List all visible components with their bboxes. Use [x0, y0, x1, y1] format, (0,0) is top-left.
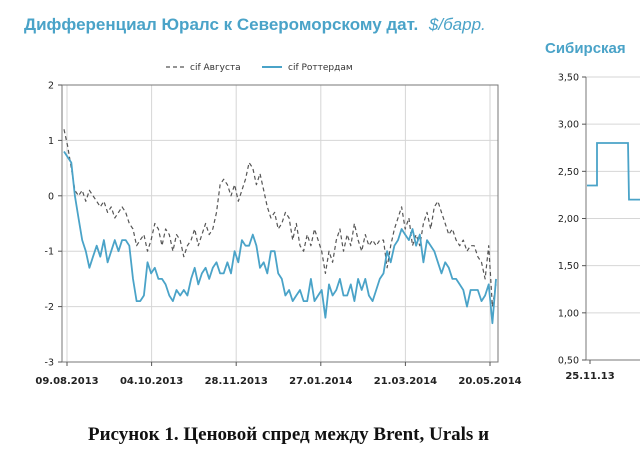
chart2-series-lines: [587, 142, 640, 201]
chart2-y-tick-labels: 3,50 3,00 2,50 2,00 1,50 1,00 0,50: [558, 73, 586, 367]
chart1-gridlines: [62, 84, 498, 363]
chart2-title: Сибирская: [545, 40, 626, 57]
chart2-y-tick-label: 3,50: [558, 73, 579, 84]
chart1-x-tick-label: 27.01.2014: [289, 376, 352, 387]
chart1-title-group: Дифференциал Юралс к Североморскому дат.…: [24, 15, 486, 34]
chart2-y-tick-label: 2,00: [558, 214, 579, 225]
chart1-x-tick-label: 04.10.2013: [120, 376, 183, 387]
legend-label-rotterdam: cif Роттердам: [288, 63, 353, 73]
chart1-x-tick-label: 09.08.2013: [35, 376, 98, 387]
chart2-y-tick-label: 1,00: [558, 308, 579, 319]
chart2-y-tick-label: 1,50: [558, 261, 579, 272]
chart1-title-unit: $/барр.: [428, 15, 486, 34]
chart1-y-tick-label: 2: [48, 81, 54, 92]
chart1-y-tick-label: 1: [48, 136, 54, 147]
legend-label-august: cif Августа: [190, 63, 241, 73]
series-line-cif-august: [63, 129, 497, 308]
chart2-series-line: [587, 142, 640, 201]
chart1-y-tick-label: -3: [45, 358, 54, 369]
figure-caption: Рисунок 1. Ценовой спред между Brent, Ur…: [88, 424, 490, 445]
chart1-x-tick-label: 20.05.2014: [458, 376, 521, 387]
chart1-plot-frame: [61, 84, 499, 363]
chart1-x-tick-label: 21.03.2014: [374, 376, 437, 387]
chart2-x-tick-labels: 25.11.13: [565, 360, 615, 382]
chart1-y-tick-label: -1: [45, 247, 54, 258]
chart2-x-tick-label: 25.11.13: [565, 371, 614, 382]
chart1-x-tick-labels: 09.08.2013 04.10.2013 28.11.2013 27.01.2014…: [35, 362, 522, 387]
chart1-y-tick-labels: 2 1 0 -1 -2 -3: [45, 81, 62, 369]
series-line-cif-rotterdam: [63, 151, 497, 325]
chart2-y-tick-label: 0,50: [558, 356, 579, 367]
chart2-y-tick-label: 3,00: [558, 120, 579, 131]
chart1-y-tick-label: -2: [45, 302, 54, 313]
chart1-y-tick-label: 0: [48, 191, 54, 202]
chart2-gridlines: [586, 76, 640, 361]
chart1-legend: cif Августа cif Роттердам: [166, 63, 353, 73]
chart1-x-tick-label: 28.11.2013: [205, 376, 268, 387]
chart1-title: Дифференциал Юралс к Североморскому дат.: [24, 15, 418, 34]
chart2-y-tick-label: 2,50: [558, 167, 579, 178]
chart1-series-lines: [63, 129, 497, 325]
